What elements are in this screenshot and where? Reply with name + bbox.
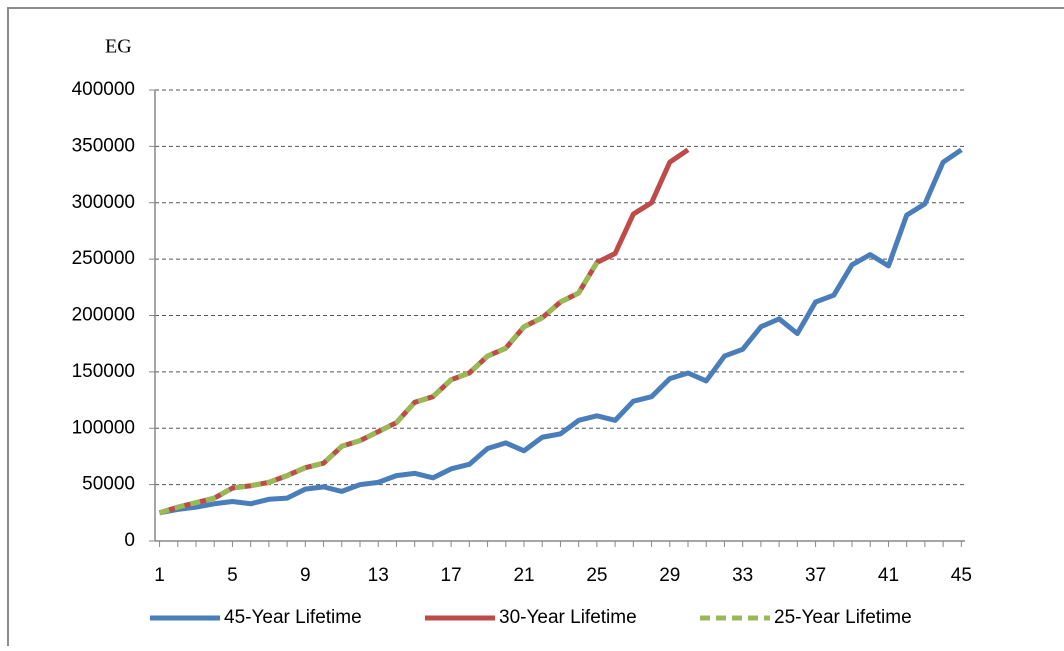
x-tick-label: 21 <box>513 565 534 586</box>
x-tick-label: 37 <box>805 565 826 586</box>
x-tick-label: 9 <box>300 565 311 586</box>
x-tick-label: 41 <box>878 565 899 586</box>
y-tick-label: 150000 <box>72 361 135 382</box>
x-tick-label: 5 <box>227 565 238 586</box>
y-tick-label: 0 <box>124 530 135 551</box>
x-tick-label: 45 <box>951 565 972 586</box>
x-tick-label: 17 <box>441 565 462 586</box>
legend-label: 45-Year Lifetime <box>224 607 362 628</box>
y-tick-label: 100000 <box>72 417 135 438</box>
x-tick-label: 33 <box>732 565 753 586</box>
y-tick-label: 400000 <box>72 79 135 100</box>
chart-frame <box>7 7 1064 651</box>
x-tick-label: 1 <box>154 565 165 586</box>
y-tick-label: 250000 <box>72 248 135 269</box>
y-tick-label: 300000 <box>72 192 135 213</box>
series-line <box>158 261 600 516</box>
y-axis-label: EG <box>105 36 132 58</box>
x-tick-label: 29 <box>659 565 680 586</box>
series-line <box>159 147 963 516</box>
x-tick-label: 25 <box>586 565 607 586</box>
legend-label: 30-Year Lifetime <box>499 607 637 628</box>
legend-label: 25-Year Lifetime <box>774 607 912 628</box>
x-tick-label: 13 <box>368 565 389 586</box>
y-tick-label: 50000 <box>82 474 135 495</box>
y-tick-label: 200000 <box>72 305 135 326</box>
y-tick-label: 350000 <box>72 135 135 156</box>
